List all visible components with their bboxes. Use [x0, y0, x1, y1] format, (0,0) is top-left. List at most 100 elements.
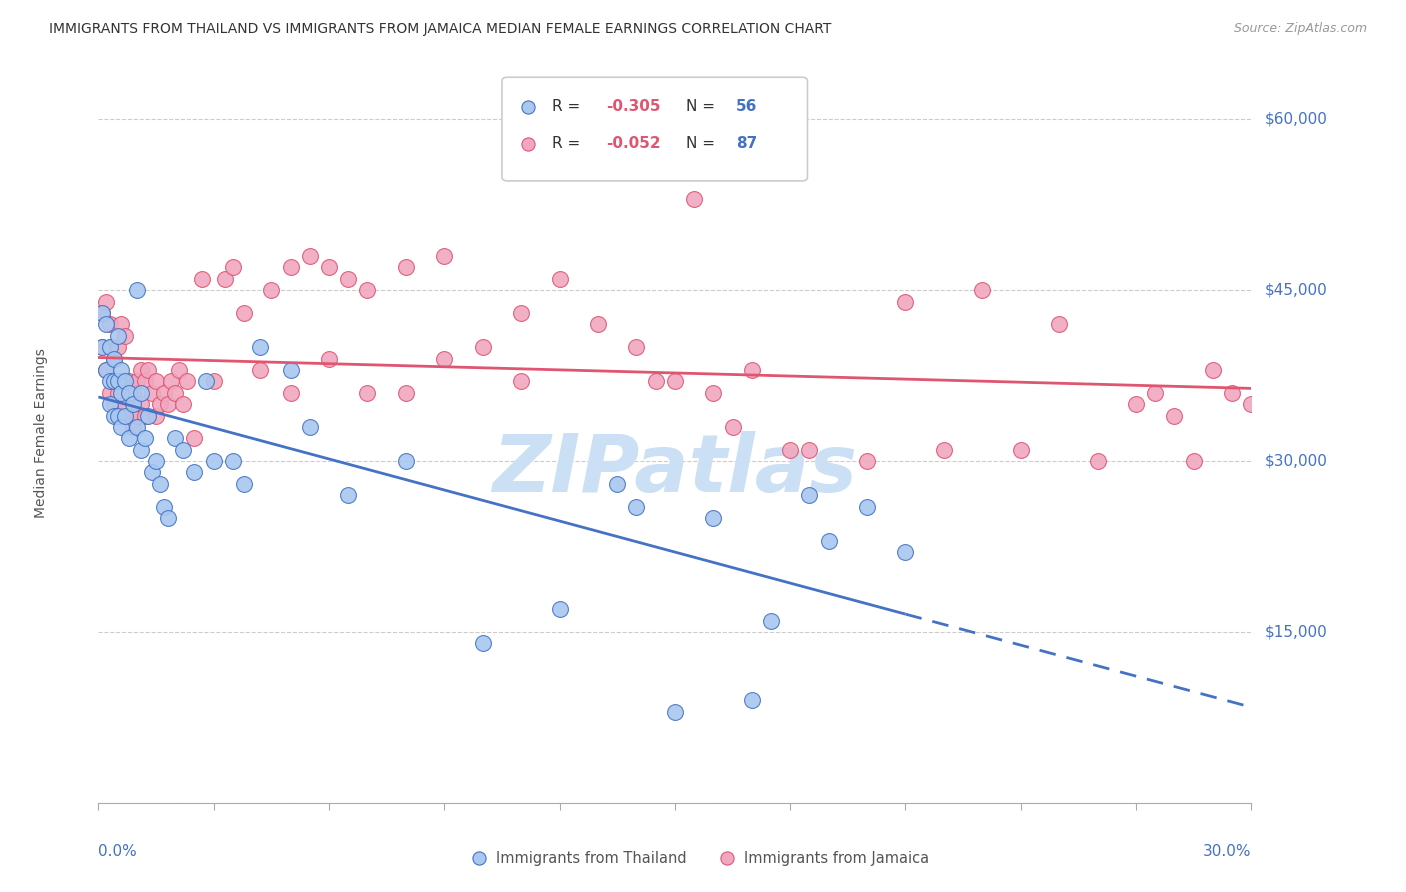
Point — [433, 351, 456, 366]
Point — [702, 385, 724, 400]
Point — [114, 375, 136, 389]
Point — [114, 409, 136, 423]
Text: IMMIGRANTS FROM THAILAND VS IMMIGRANTS FROM JAMAICA MEDIAN FEMALE EARNINGS CORRE: IMMIGRANTS FROM THAILAND VS IMMIGRANTS F… — [49, 22, 831, 37]
Point — [1202, 363, 1225, 377]
Text: $15,000: $15,000 — [1265, 624, 1329, 640]
Text: Immigrants from Thailand: Immigrants from Thailand — [496, 851, 686, 866]
FancyBboxPatch shape — [502, 78, 807, 181]
Point — [107, 328, 129, 343]
Point — [110, 385, 132, 400]
Point — [1163, 409, 1185, 423]
Point — [972, 283, 994, 297]
Point — [107, 409, 129, 423]
Point — [103, 375, 125, 389]
Point — [799, 442, 821, 457]
Point — [183, 431, 205, 445]
Text: 30.0%: 30.0% — [1204, 844, 1251, 858]
Point — [149, 397, 172, 411]
Point — [249, 363, 271, 377]
Point — [167, 363, 190, 377]
Point — [1010, 442, 1032, 457]
Text: R =: R = — [551, 136, 585, 152]
Point — [1087, 454, 1109, 468]
Text: 0.0%: 0.0% — [98, 844, 138, 858]
Point — [741, 363, 763, 377]
Point — [118, 431, 141, 445]
Text: -0.305: -0.305 — [606, 99, 661, 114]
Text: Immigrants from Jamaica: Immigrants from Jamaica — [744, 851, 929, 866]
Point — [103, 351, 125, 366]
Point — [129, 363, 152, 377]
Point — [156, 397, 179, 411]
Text: $45,000: $45,000 — [1265, 283, 1329, 298]
Point — [280, 260, 302, 275]
Point — [779, 442, 801, 457]
Point — [894, 545, 917, 559]
Point — [856, 454, 879, 468]
Point — [298, 249, 321, 263]
Point — [125, 409, 148, 423]
Point — [356, 283, 378, 297]
Point — [1047, 318, 1070, 332]
Text: R =: R = — [551, 99, 585, 114]
Point — [356, 385, 378, 400]
Point — [118, 409, 141, 423]
Point — [156, 511, 179, 525]
Point — [134, 409, 156, 423]
Point — [606, 476, 628, 491]
Point — [129, 442, 152, 457]
Point — [160, 375, 183, 389]
Point — [94, 294, 117, 309]
Point — [138, 409, 160, 423]
Point — [191, 272, 214, 286]
Point — [1125, 397, 1147, 411]
Point — [118, 375, 141, 389]
Point — [233, 476, 256, 491]
Point — [94, 363, 117, 377]
Point — [395, 260, 418, 275]
Point — [856, 500, 879, 514]
Point — [894, 294, 917, 309]
Point — [134, 431, 156, 445]
Point — [664, 705, 686, 719]
Point — [91, 340, 114, 354]
Point — [114, 328, 136, 343]
Point — [98, 397, 121, 411]
Point — [103, 397, 125, 411]
Point — [195, 375, 218, 389]
Point — [222, 260, 245, 275]
Point — [122, 397, 145, 411]
Point — [165, 385, 187, 400]
Point — [152, 385, 174, 400]
Point — [172, 397, 194, 411]
Text: $30,000: $30,000 — [1265, 454, 1329, 468]
Point — [626, 340, 648, 354]
Point — [202, 375, 225, 389]
Text: ZIPatlas: ZIPatlas — [492, 431, 858, 508]
Point — [141, 466, 163, 480]
Point — [433, 249, 456, 263]
Point — [260, 283, 283, 297]
Point — [318, 351, 340, 366]
Text: $60,000: $60,000 — [1265, 112, 1329, 127]
Point — [298, 420, 321, 434]
Point — [110, 363, 132, 377]
Point — [932, 442, 955, 457]
Point — [122, 385, 145, 400]
Point — [471, 636, 494, 650]
Point — [129, 385, 152, 400]
Text: Median Female Earnings: Median Female Earnings — [34, 348, 48, 517]
Point — [103, 409, 125, 423]
Point — [183, 466, 205, 480]
Point — [1182, 454, 1205, 468]
Point — [145, 454, 167, 468]
Point — [741, 693, 763, 707]
Point — [110, 420, 132, 434]
Text: N =: N = — [686, 99, 720, 114]
Point — [214, 272, 236, 286]
Point — [94, 363, 117, 377]
Text: 56: 56 — [735, 99, 758, 114]
Point — [114, 397, 136, 411]
Point — [337, 272, 360, 286]
Point — [280, 363, 302, 377]
